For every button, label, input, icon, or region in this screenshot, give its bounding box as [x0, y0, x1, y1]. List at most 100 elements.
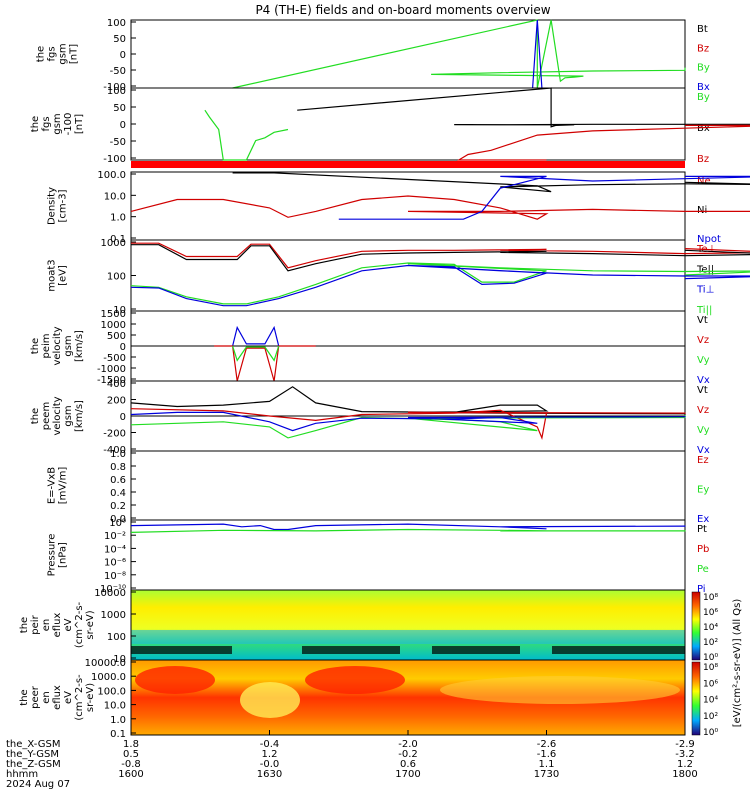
- y-tick-label: 10000.0: [85, 658, 126, 669]
- x-axis-labels: the_X-GSM 1.8 -0.4 -2.0 -2.6 -2.9 the_Y-GSM 0.5…: [6, 730, 698, 790]
- x-axis-value: 1700: [395, 769, 420, 780]
- y-axis-label: [mV/m]: [58, 467, 69, 505]
- panel-p3: 100.0 10.0 1.0 0.1 Density [cm-3] Ne Ni Npot: [47, 170, 750, 245]
- y-axis-label: eV: [63, 618, 74, 631]
- y-axis-label: peir: [30, 614, 41, 634]
- series-line-green: [204, 109, 289, 161]
- legend-entry: Vy: [697, 425, 710, 436]
- y-tick-label: 100: [107, 272, 126, 283]
- x-axis-value: -0.0: [260, 759, 280, 770]
- y-tick-label: 100: [107, 632, 126, 643]
- legend-entry: Vx: [697, 375, 710, 386]
- y-axis-label: moat3: [47, 259, 58, 291]
- y-axis-label: sr-eV): [85, 683, 96, 712]
- y-axis-label: the: [30, 408, 41, 424]
- series-line-blue: [232, 325, 280, 347]
- x-axis-value: 1630: [257, 769, 282, 780]
- legend-entry: Ti||: [696, 305, 712, 316]
- y-axis-label: [km/s]: [74, 400, 85, 432]
- y-tick-label: 400: [107, 379, 126, 390]
- series-line-green: [130, 528, 686, 533]
- legend-entry: Vt: [697, 315, 708, 326]
- colorbar-tick: 10⁶: [703, 679, 718, 689]
- legend-entry: Pt: [697, 524, 707, 535]
- legend-entry: Vt: [697, 385, 708, 396]
- y-tick-label: 1000.0: [91, 672, 126, 683]
- panel-p9: 10000 1000 100 10 the peir en eflux eV (cm^2-s-sr…: [19, 588, 686, 665]
- y-axis-label: en: [41, 619, 52, 632]
- panel-p8: 10⁰ 10⁻² 10⁻⁴ 10⁻⁶ 10⁻⁸ 10⁻¹⁰ Pressure [nPa] Pt P…: [47, 518, 710, 595]
- y-axis-label: peer: [30, 685, 41, 709]
- y-axis-label: sr-eV): [85, 610, 96, 639]
- colorbar-tick: 10⁰: [703, 728, 718, 738]
- y-axis-label: fgs: [47, 46, 58, 61]
- spectrogram-gap: [432, 646, 520, 654]
- y-tick-label: 10⁻²: [104, 531, 126, 542]
- x-axis-value: -0.8: [121, 759, 141, 770]
- x-axis-value: 1.8: [123, 739, 139, 750]
- x-axis-value: -0.4: [260, 739, 280, 750]
- y-axis-label: the: [30, 116, 41, 132]
- y-axis-label: velocity: [52, 396, 63, 435]
- panel-frame: [130, 171, 686, 241]
- y-tick-label: 500: [107, 331, 126, 342]
- legend-entry: Ex: [697, 514, 709, 525]
- y-axis-label: peim: [41, 333, 52, 358]
- series-line-black: [297, 87, 750, 128]
- colorbar-tick: 10⁸: [703, 593, 718, 603]
- colorbar-tick: 10⁸: [703, 663, 718, 673]
- y-tick-label: -500: [103, 353, 126, 364]
- y-axis-label: the: [30, 338, 41, 354]
- y-axis-label: [eV]: [58, 265, 69, 286]
- series-line-red: [130, 408, 686, 440]
- plot-title: P4 (TH-E) fields and on-board moments ov…: [255, 3, 550, 17]
- legend-entry: Ti⊥: [696, 285, 714, 296]
- legend-entry: Vy: [697, 355, 710, 366]
- legend-entry: Vx: [697, 445, 710, 456]
- panel-p1: 100 50 0 -50 -100 the fgs gsm [nT] Bt Bz By Bx: [36, 18, 710, 93]
- colorbar-tick: 10⁶: [703, 608, 718, 618]
- y-axis-label: Pressure: [47, 534, 58, 577]
- y-tick-label: 10⁻⁴: [104, 544, 126, 555]
- y-tick-label: 1000: [101, 610, 126, 621]
- y-tick-label: 100: [107, 18, 126, 29]
- x-axis-value: -2.0: [398, 739, 418, 750]
- panel-p6: 400 200 0 -200 -400 the peem velocity gsm [km/s] V…: [30, 379, 710, 456]
- y-axis-label: gsm: [63, 335, 74, 356]
- series-line-green: [232, 345, 280, 362]
- x-axis-value: -1.6: [537, 749, 557, 760]
- panel-frame: [130, 19, 686, 89]
- y-tick-label: 10: [113, 305, 126, 316]
- y-axis-label: en: [41, 691, 52, 704]
- legend-entry: Te||: [696, 264, 714, 275]
- legend-entry: Pe: [697, 564, 709, 575]
- legend-entry: Vz: [697, 335, 709, 346]
- y-tick-label: 0.6: [110, 475, 126, 486]
- y-tick-label: 100: [107, 86, 126, 97]
- x-axis-date: 2024 Aug 07: [6, 779, 70, 790]
- x-axis-value: 1.1: [539, 759, 555, 770]
- y-tick-label: -100: [103, 82, 126, 93]
- series-line-blue: [338, 175, 750, 220]
- y-tick-label: 10⁻⁸: [104, 571, 126, 582]
- panel-p7: 1.0 0.8 0.6 0.4 0.2 0.0 E=-VxB [mV/m] Ez Ey Ex: [47, 449, 710, 525]
- y-tick-label: -50: [110, 66, 126, 77]
- spectrogram-gap: [552, 646, 685, 654]
- y-axis-label: fgs: [41, 116, 52, 131]
- y-axis-label: the: [19, 617, 30, 633]
- y-tick-label: 1500: [101, 309, 126, 320]
- legend-entry: Bx: [697, 82, 710, 93]
- x-axis-value: 0.5: [123, 749, 139, 760]
- x-axis-value: 1730: [534, 769, 559, 780]
- panel-frame: [130, 450, 686, 521]
- colorbar-label: [eV/(cm²-s-sr-eV)] (All Qs): [732, 599, 743, 728]
- x-axis-value: 1800: [672, 769, 697, 780]
- legend-entry: Npot: [697, 234, 721, 245]
- x-axis-row-label: the_X-GSM: [6, 739, 60, 750]
- series-line-red: [130, 195, 750, 220]
- legend-entry: Pb: [697, 544, 709, 555]
- colorbar: [691, 661, 701, 736]
- y-tick-label: 0.1: [110, 729, 126, 740]
